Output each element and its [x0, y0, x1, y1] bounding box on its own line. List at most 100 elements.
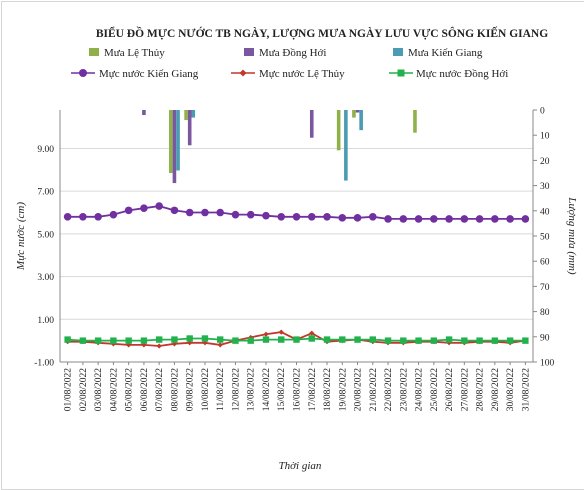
rain-bar: [344, 110, 348, 181]
data-point: [353, 214, 362, 222]
y-right-tick-label: 70: [540, 283, 550, 293]
y-right-tick-label: 20: [540, 157, 550, 167]
x-tick-label: 04/08/2022: [109, 368, 119, 412]
y-right-tick-label: 40: [540, 207, 550, 217]
x-tick-label: 19/08/2022: [338, 368, 348, 412]
legend-swatch-rain-kien-giang: [393, 48, 403, 56]
legend-item-level-le-thuy: Mực nước Lệ Thủy: [231, 68, 345, 80]
data-point: [141, 342, 147, 348]
y-left-tick-label: 3.00: [37, 273, 54, 283]
x-tick-label: 08/08/2022: [170, 368, 180, 412]
rain-bar: [187, 110, 192, 146]
y-right-tick-label: 10: [540, 132, 550, 142]
data-point: [354, 336, 361, 343]
legend-item-rain-kien-giang: Mưa Kiến Giang: [393, 47, 483, 59]
y-left-tick-label: 5.00: [37, 230, 54, 240]
x-tick-label: 24/08/2022: [415, 368, 425, 412]
rain-bar: [172, 110, 177, 184]
legend-marker-level-kien-giang: [79, 69, 87, 77]
y-left-tick-label: 7.00: [37, 188, 54, 198]
tick-labels: 9.00 7.00 5.00 3.00 1.00 -1.00 0 10 20 30 40 50 60 70…: [34, 107, 554, 412]
data-point: [110, 337, 117, 344]
x-tick-label: 03/08/2022: [94, 368, 104, 412]
data-point: [506, 215, 514, 223]
x-tick-label: 25/08/2022: [430, 368, 440, 412]
data-point: [124, 206, 133, 215]
data-point: [232, 337, 239, 344]
data-point: [79, 212, 87, 221]
legend-label-level-le-thuy: Mực nước Lệ Thủy: [259, 68, 345, 80]
data-point: [263, 331, 269, 337]
data-point: [156, 343, 162, 349]
data-point: [186, 335, 193, 342]
x-tick-label: 30/08/2022: [506, 368, 516, 412]
legend-label-rain-dong-hoi: Mưa Đồng Hới: [259, 47, 326, 59]
data-point: [384, 215, 392, 223]
data-point: [170, 206, 179, 215]
y-right-tick-label: 0: [540, 107, 545, 117]
legend: Mưa Lệ Thủy Mưa Đồng Hới Mưa Kiến Giang …: [71, 47, 508, 80]
data-point: [506, 337, 514, 344]
data-point: [94, 337, 102, 344]
data-point: [460, 215, 469, 223]
y-right-tick-label: 30: [540, 182, 550, 192]
x-tick-label: 31/08/2022: [521, 368, 531, 412]
data-point: [155, 202, 163, 210]
x-tick-label: 21/08/2022: [369, 368, 379, 412]
legend-marker-level-dong-hoi: [397, 69, 405, 77]
data-point: [400, 337, 407, 344]
rain-bar: [355, 110, 360, 113]
series-lines: [63, 202, 530, 349]
data-point: [414, 215, 423, 223]
legend-label-rain-kien-giang: Mưa Kiến Giang: [408, 47, 483, 59]
x-tick-label: 28/08/2022: [476, 368, 486, 412]
x-tick-label: 20/08/2022: [354, 368, 364, 412]
data-point: [185, 208, 194, 217]
x-tick-label: 06/08/2022: [140, 368, 150, 412]
x-tick-label: 14/08/2022: [262, 368, 272, 412]
x-tick-label: 18/08/2022: [323, 368, 333, 412]
grid: [60, 147, 533, 363]
x-tick-label: 09/08/2022: [186, 368, 196, 412]
data-point: [491, 215, 499, 223]
x-tick-label: 27/08/2022: [460, 368, 470, 412]
rain-bar: [191, 110, 196, 118]
data-point: [309, 330, 315, 336]
rain-bar: [413, 110, 417, 133]
data-point: [201, 208, 209, 217]
y-axis-left-title: Mực nước (cm): [15, 202, 27, 271]
axes: [59, 109, 537, 365]
rain-bar: [169, 110, 173, 173]
x-tick-label: 12/08/2022: [232, 368, 242, 412]
rain-bar: [352, 110, 356, 118]
data-point: [155, 336, 163, 343]
data-point: [217, 342, 223, 348]
data-point: [368, 212, 377, 221]
data-point: [64, 336, 71, 343]
data-point: [217, 336, 224, 343]
x-tick-label: 13/08/2022: [247, 368, 257, 412]
x-tick-label: 07/08/2022: [155, 368, 165, 412]
data-point: [293, 336, 300, 343]
data-point: [277, 212, 286, 221]
data-point: [292, 212, 301, 221]
data-point: [445, 336, 453, 343]
data-point: [125, 337, 132, 344]
data-point: [430, 337, 438, 344]
data-point: [262, 211, 270, 220]
data-point: [522, 337, 529, 344]
y-right-tick-label: 50: [540, 233, 550, 243]
x-tick-label: 11/08/2022: [216, 368, 226, 411]
y-right-tick-label: 90: [540, 333, 550, 343]
rain-bar: [184, 110, 188, 121]
data-point: [521, 215, 530, 223]
legend-label-level-kien-giang: Mực nước Kiến Giang: [99, 68, 199, 80]
chart-title: BIỂU ĐỒ MỰC NƯỚC TB NGÀY, LƯỢNG MƯA NGÀY…: [96, 25, 548, 40]
legend-label-rain-le-thuy: Mưa Lệ Thủy: [104, 47, 165, 59]
y-right-tick-label: 60: [540, 258, 550, 268]
data-point: [369, 336, 376, 343]
y-left-tick-label: -1.00: [34, 359, 54, 369]
data-point: [323, 212, 331, 221]
